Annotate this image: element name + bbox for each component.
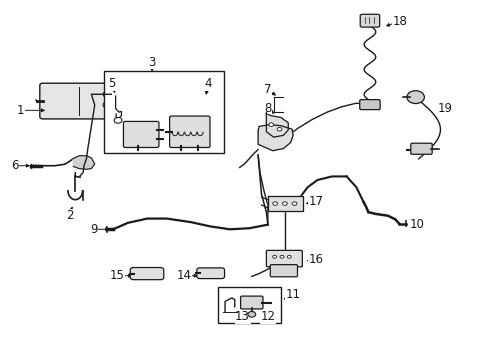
Bar — [217, 287, 281, 323]
Text: 2: 2 — [65, 209, 73, 222]
Polygon shape — [267, 196, 302, 211]
Circle shape — [268, 123, 273, 126]
Text: 16: 16 — [308, 253, 323, 266]
Text: 9: 9 — [90, 223, 97, 236]
Text: 6: 6 — [11, 159, 18, 172]
Circle shape — [272, 255, 276, 258]
FancyBboxPatch shape — [40, 83, 106, 119]
FancyBboxPatch shape — [169, 116, 209, 148]
FancyBboxPatch shape — [359, 100, 379, 110]
Text: 3: 3 — [148, 55, 156, 69]
Circle shape — [406, 91, 424, 104]
FancyBboxPatch shape — [240, 296, 263, 309]
Circle shape — [282, 202, 287, 205]
Text: 8: 8 — [264, 102, 271, 115]
Circle shape — [103, 102, 112, 108]
FancyBboxPatch shape — [130, 267, 163, 280]
Text: 12: 12 — [260, 310, 275, 323]
Circle shape — [114, 117, 122, 123]
Text: 11: 11 — [285, 288, 300, 301]
Text: 19: 19 — [436, 102, 451, 115]
Circle shape — [247, 311, 255, 317]
Circle shape — [287, 255, 290, 258]
Text: 17: 17 — [308, 195, 323, 208]
Text: 15: 15 — [109, 269, 124, 282]
Text: 14: 14 — [176, 269, 191, 282]
FancyBboxPatch shape — [266, 250, 302, 267]
FancyBboxPatch shape — [410, 143, 431, 154]
Circle shape — [291, 202, 296, 205]
Text: 1: 1 — [17, 104, 24, 117]
FancyBboxPatch shape — [270, 265, 297, 277]
FancyBboxPatch shape — [197, 268, 224, 279]
Text: 7: 7 — [264, 84, 271, 96]
Circle shape — [103, 91, 112, 98]
Text: 10: 10 — [409, 218, 424, 231]
Text: 4: 4 — [204, 77, 211, 90]
FancyBboxPatch shape — [360, 14, 379, 27]
Text: 5: 5 — [108, 77, 116, 90]
Circle shape — [272, 202, 277, 205]
FancyBboxPatch shape — [123, 121, 159, 148]
Circle shape — [277, 127, 282, 131]
Bar — [104, 71, 223, 153]
Polygon shape — [73, 156, 95, 169]
Polygon shape — [266, 112, 287, 137]
Circle shape — [280, 255, 284, 258]
Text: 13: 13 — [235, 310, 249, 323]
Text: 18: 18 — [392, 14, 407, 27]
Polygon shape — [258, 125, 292, 151]
